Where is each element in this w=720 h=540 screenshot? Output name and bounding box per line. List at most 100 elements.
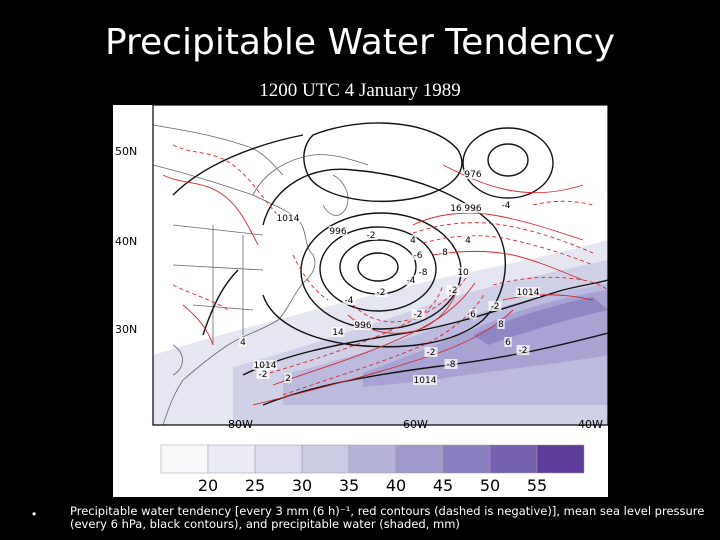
contour-label: 996 <box>354 321 371 331</box>
contour-label: -2 <box>377 288 386 298</box>
colorbar-box <box>207 444 256 474</box>
contour-label-bg <box>256 369 270 379</box>
colorbar-tick-label: 50 <box>480 476 500 495</box>
contour-label-bg <box>488 301 502 311</box>
lat-label-30n: 30N <box>115 323 137 336</box>
contour-label-bg <box>284 373 292 383</box>
contour-label: 976 <box>464 170 481 180</box>
colorbar-box <box>348 444 397 474</box>
colorbar-tick-label: 30 <box>292 476 312 495</box>
colorbar-box <box>442 444 491 474</box>
contour-label-bg <box>504 337 512 347</box>
contour-label: -4 <box>345 296 354 306</box>
contour-label-bg <box>353 320 373 330</box>
contour-label: 6 <box>470 310 476 320</box>
contour-label: 10 <box>457 268 469 278</box>
caption-bullet: • <box>32 507 37 521</box>
contour-label-bg <box>411 250 425 260</box>
contour-label-bg <box>456 267 470 277</box>
lat-label-40n: 40N <box>115 235 137 248</box>
colorbar-tick-label: 40 <box>386 476 406 495</box>
contour-label-bg <box>413 375 437 385</box>
colorbar-tick-label: 20 <box>198 476 218 495</box>
contour-label-bg <box>516 287 540 297</box>
contour-label: 4 <box>465 236 471 246</box>
contour-label: -8 <box>419 268 428 278</box>
contour-label: -2 <box>414 310 423 320</box>
contour-label-bg <box>444 359 458 369</box>
contour-label-bg <box>364 230 378 240</box>
contour-label-bg <box>449 203 463 213</box>
contour-label-bg <box>464 235 472 245</box>
contour-label: -2 <box>491 302 500 312</box>
contour-label: 4 <box>410 236 416 246</box>
contour-label: 1014 <box>254 361 277 371</box>
contour-label: 6 <box>505 338 511 348</box>
contour-label: 996 <box>464 204 481 214</box>
lon-label-60w: 60W <box>403 418 428 431</box>
colorbar-tick-label: 35 <box>339 476 359 495</box>
colorbar-box <box>395 444 444 474</box>
contour-label: -8 <box>447 360 456 370</box>
colorbar-box <box>489 444 538 474</box>
colorbar-tick-label: 45 <box>433 476 453 495</box>
contour-label: -4 <box>502 201 511 211</box>
tendency-contours <box>162 144 608 406</box>
contour-label-bg <box>516 345 530 355</box>
weather-map-figure: 976 16 996 -4 1014 996 -2 4 -6 -8 -4 -2 996 -2 -2 14 4 10… <box>113 105 608 497</box>
contour-label: 996 <box>329 227 346 237</box>
lat-label-50n: 50N <box>115 145 137 158</box>
colorbar-box <box>536 444 585 474</box>
contour-label: 1014 <box>517 288 540 298</box>
contour-label: 8 <box>442 248 448 258</box>
slide-subtitle: 1200 UTC 4 January 1989 <box>259 80 461 101</box>
contour-label-bg <box>276 213 300 223</box>
pressure-contours <box>172 122 608 406</box>
contour-label-bg <box>416 267 430 277</box>
contour-label: 14 <box>332 328 344 338</box>
contour-label: -2 <box>259 370 268 380</box>
map-frame <box>152 105 608 426</box>
lon-label-80w: 80W <box>228 418 253 431</box>
colorbar-tick-label: 25 <box>245 476 265 495</box>
contour-label: -6 <box>414 251 423 261</box>
contour-label: -2 <box>449 286 458 296</box>
contour-label-bg <box>446 285 460 295</box>
contour-label-bg <box>239 337 247 347</box>
coastlines <box>153 124 369 425</box>
colorbar-ticks: 20 25 30 35 40 45 50 55 <box>198 476 547 495</box>
colorbar-tick-label: 55 <box>527 476 547 495</box>
figure-caption: Precipitable water tendency [every 3 mm … <box>70 504 705 531</box>
colorbar-box <box>254 444 303 474</box>
contour-label-bg <box>469 309 477 319</box>
colorbar-box <box>301 444 350 474</box>
contour-label: 1014 <box>414 376 437 386</box>
contour-label-bg <box>411 309 425 319</box>
contour-label: -2 <box>427 348 436 358</box>
colorbar <box>160 444 585 474</box>
contour-label: -4 <box>407 276 416 286</box>
contour-label-bg <box>441 247 449 257</box>
contour-label-bg <box>463 169 483 179</box>
slide-title: Precipitable Water Tendency <box>104 22 616 63</box>
contour-label-bg <box>463 203 483 213</box>
contour-label-bg <box>253 360 277 370</box>
contour-label: 16 <box>450 204 462 214</box>
contour-label: 1014 <box>277 214 300 224</box>
contour-label-bg <box>342 295 356 305</box>
contour-label-bg <box>328 226 348 236</box>
contour-label-bg <box>497 319 505 329</box>
contour-label-bg <box>409 235 417 245</box>
lon-label-40w: 40W <box>578 418 603 431</box>
contour-label: -2 <box>367 231 376 241</box>
contour-label-bg <box>499 200 513 210</box>
contour-label: -2 <box>519 346 528 356</box>
contour-label: 2 <box>285 374 291 384</box>
contour-label-bg <box>331 327 345 337</box>
contour-label-bg <box>404 275 418 285</box>
colorbar-box <box>160 444 209 474</box>
contour-label-bg <box>424 347 438 357</box>
